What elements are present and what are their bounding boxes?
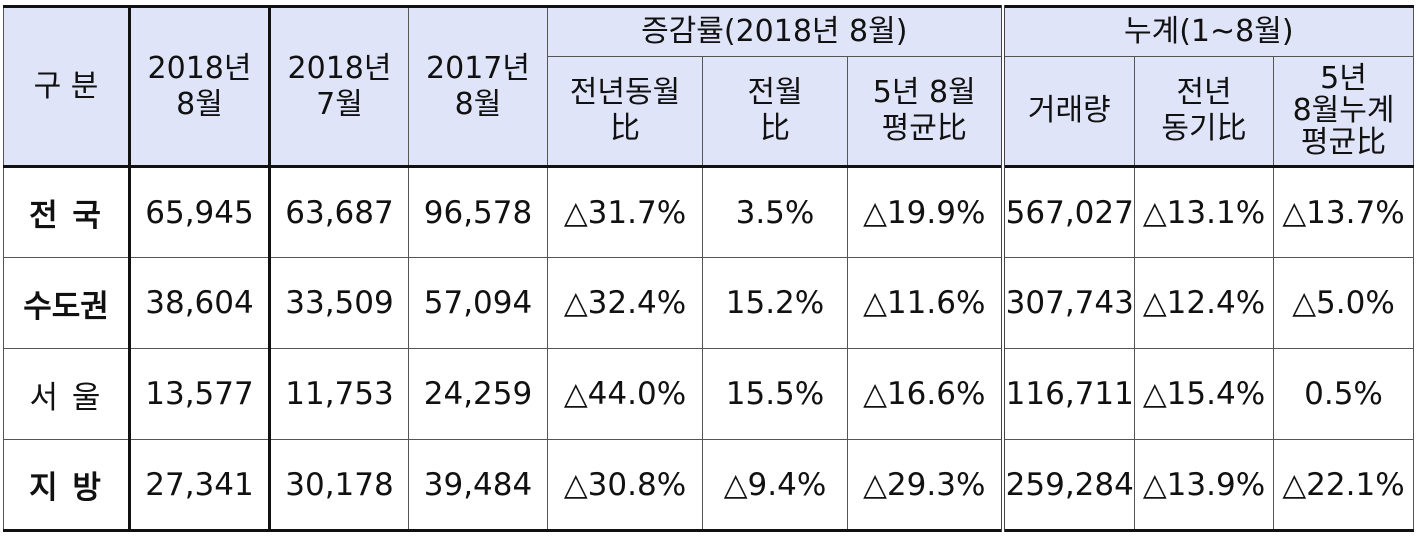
cell-mom: 15.5%: [702, 348, 848, 440]
cell-yoy: △32.4%: [547, 257, 703, 349]
cell-cum-avg5: △13.7%: [1273, 166, 1415, 258]
row-label: 수도권: [3, 257, 130, 349]
cell-2018-08: 27,341: [128, 439, 271, 532]
cell-2018-07: 11,753: [269, 348, 409, 440]
cell-yoy: △31.7%: [547, 166, 703, 258]
cell-cum-yoy: △13.9%: [1134, 439, 1275, 532]
cell-2017-08: 39,484: [408, 439, 548, 532]
cell-2017-08: 96,578: [408, 166, 548, 258]
cell-2018-08: 13,577: [128, 348, 271, 440]
row-label: 지 방: [3, 439, 130, 532]
cell-cum: 116,711: [1000, 348, 1136, 440]
table-row: 서 울 13,577 11,753 24,259 △44.0% 15.5% △1…: [3, 348, 1415, 440]
cell-yoy: △44.0%: [547, 348, 703, 440]
header-growth-5yr: 5년 8월 평균比: [846, 56, 1004, 168]
cell-cum-avg5: △5.0%: [1273, 257, 1415, 349]
table-row: 지 방 27,341 30,178 39,484 △30.8% △9.4% △2…: [3, 439, 1415, 532]
cell-avg5: △11.6%: [846, 257, 1004, 349]
cell-cum: 259,284: [1000, 439, 1136, 532]
cell-avg5: △29.3%: [846, 439, 1004, 532]
header-category: 구 분: [3, 5, 130, 168]
cell-avg5: △16.6%: [846, 348, 1004, 440]
cell-cum-avg5: 0.5%: [1273, 348, 1415, 440]
cell-2018-07: 33,509: [269, 257, 409, 349]
cell-cum-yoy: △15.4%: [1134, 348, 1275, 440]
header-cum-yoy: 전년 동기比: [1134, 56, 1275, 168]
row-label: 전 국: [3, 166, 130, 258]
transaction-stats-table: 구 분 2018년 8월 2018년 7월 2017년 8월 증감률(2018년 8월…: [3, 5, 1415, 532]
row-label: 서 울: [3, 348, 130, 440]
cell-cum: 567,027: [1000, 166, 1136, 258]
cell-2017-08: 57,094: [408, 257, 548, 349]
header-cum-5yr: 5년 8월누계 평균比: [1273, 56, 1415, 168]
cell-2018-07: 30,178: [269, 439, 409, 532]
cell-yoy: △30.8%: [547, 439, 703, 532]
cell-2018-07: 63,687: [269, 166, 409, 258]
cell-2017-08: 24,259: [408, 348, 548, 440]
header-cum-volume: 거래량: [1000, 56, 1136, 168]
table-row: 수도권 38,604 33,509 57,094 △32.4% 15.2% △1…: [3, 257, 1415, 349]
header-cumulative-group: 누계(1~8월): [1000, 5, 1415, 57]
header-growth-mom: 전월 比: [702, 56, 848, 168]
header-2018-07: 2018년 7월: [269, 5, 409, 168]
cell-cum-yoy: △12.4%: [1134, 257, 1275, 349]
cell-avg5: △19.9%: [846, 166, 1004, 258]
cell-mom: 3.5%: [702, 166, 848, 258]
table-row: 전 국 65,945 63,687 96,578 △31.7% 3.5% △19…: [3, 166, 1415, 258]
header-growth-group: 증감률(2018년 8월): [546, 5, 1004, 57]
cell-2018-08: 65,945: [128, 166, 271, 258]
cell-mom: △9.4%: [702, 439, 848, 532]
header-growth-yoy: 전년동월 比: [547, 56, 703, 168]
cell-2018-08: 38,604: [128, 257, 271, 349]
cell-cum-yoy: △13.1%: [1134, 166, 1275, 258]
header-2017-08: 2017년 8월: [408, 5, 548, 168]
cell-cum-avg5: △22.1%: [1273, 439, 1415, 532]
cell-mom: 15.2%: [702, 257, 848, 349]
cell-cum: 307,743: [1000, 257, 1136, 349]
header-2018-08: 2018년 8월: [128, 5, 271, 168]
